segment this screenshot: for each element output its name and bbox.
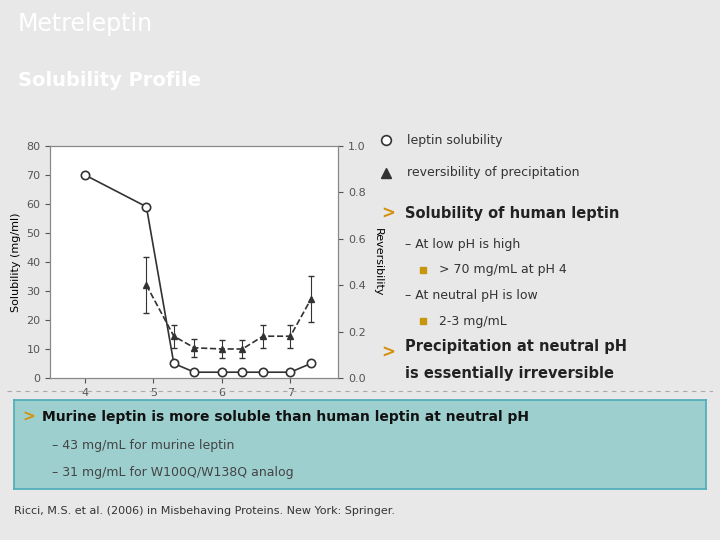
Text: >: > (381, 343, 395, 361)
Text: Metreleptin: Metreleptin (18, 12, 153, 36)
Text: Solubility Profile: Solubility Profile (18, 71, 201, 90)
Text: Ricci, M.S. et al. (2006) in Misbehaving Proteins. New York: Springer.: Ricci, M.S. et al. (2006) in Misbehaving… (14, 507, 395, 516)
Text: – At low pH is high: – At low pH is high (405, 238, 520, 251)
Text: Murine leptin is more soluble than human leptin at neutral pH: Murine leptin is more soluble than human… (42, 410, 529, 424)
Text: Solubility of human leptin: Solubility of human leptin (405, 206, 619, 221)
Text: Precipitation at neutral pH: Precipitation at neutral pH (405, 340, 627, 354)
Text: – 31 mg/mL for W100Q/W138Q analog: – 31 mg/mL for W100Q/W138Q analog (53, 466, 294, 479)
Text: 2-3 mg/mL: 2-3 mg/mL (438, 315, 506, 328)
Text: leptin solubility: leptin solubility (407, 134, 502, 147)
Y-axis label: Solubility (mg/ml): Solubility (mg/ml) (11, 212, 21, 312)
Text: – 43 mg/mL for murine leptin: – 43 mg/mL for murine leptin (53, 440, 235, 453)
Text: > 70 mg/mL at pH 4: > 70 mg/mL at pH 4 (438, 264, 567, 276)
Y-axis label: Reversibility: Reversibility (372, 228, 382, 296)
Text: >: > (381, 204, 395, 222)
Text: – At neutral pH is low: – At neutral pH is low (405, 289, 538, 302)
Text: >: > (23, 410, 35, 425)
Text: reversibility of precipitation: reversibility of precipitation (407, 166, 579, 179)
Text: is essentially irreversible: is essentially irreversible (405, 367, 614, 381)
X-axis label: pH: pH (185, 403, 204, 416)
